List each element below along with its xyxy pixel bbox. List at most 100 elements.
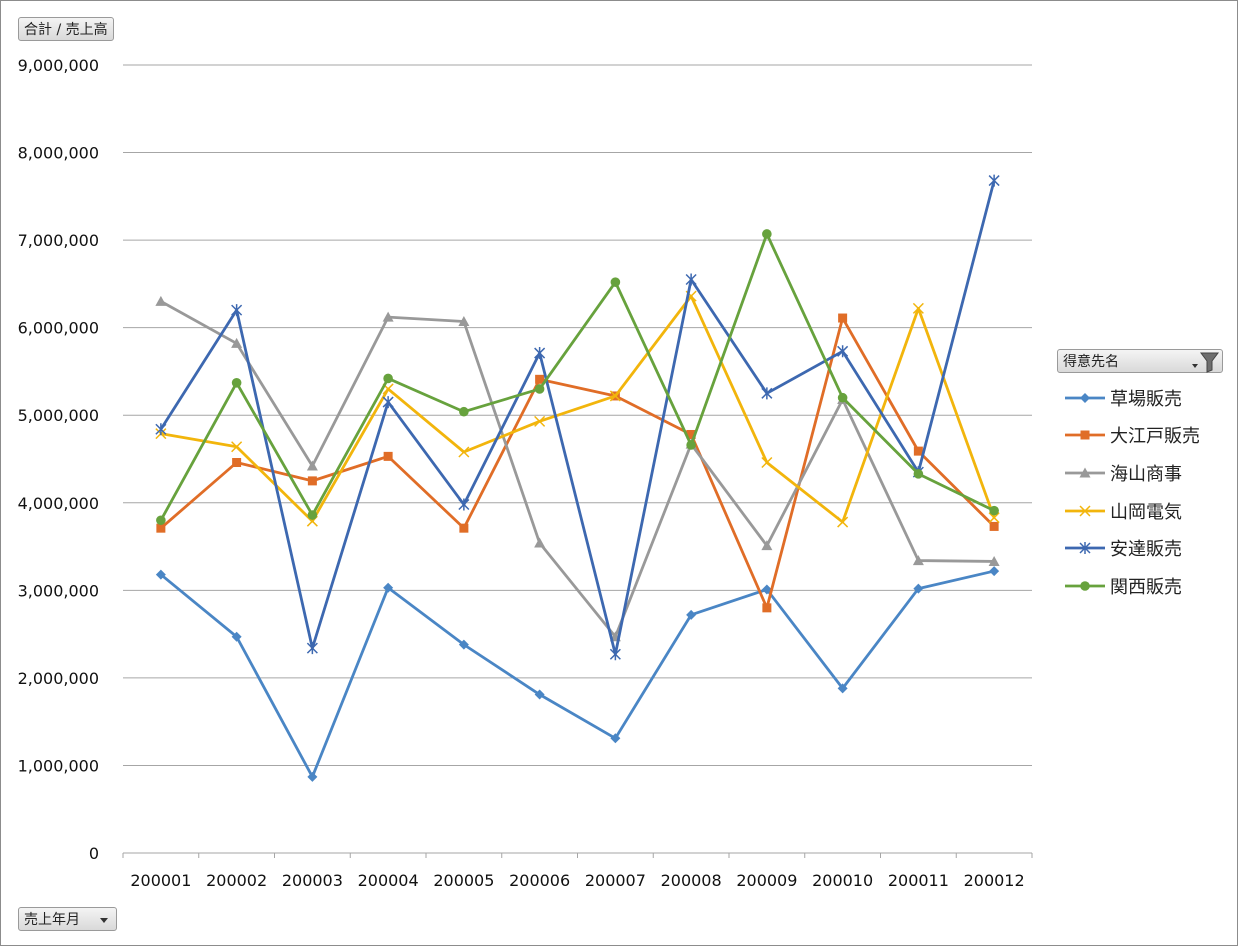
data-point bbox=[231, 441, 243, 453]
series-line bbox=[159, 232, 995, 521]
data-point bbox=[156, 523, 166, 533]
data-point bbox=[913, 469, 924, 479]
data-point bbox=[458, 639, 469, 650]
x-tick-label: 200007 bbox=[585, 871, 646, 890]
axis-field-button[interactable]: 売上年月 bbox=[18, 907, 117, 931]
data-point bbox=[989, 505, 999, 516]
y-tick-label: 7,000,000 bbox=[18, 231, 99, 250]
data-point bbox=[535, 374, 545, 384]
y-tick-label: 0 bbox=[89, 844, 99, 863]
legend-marker-shape bbox=[1080, 392, 1090, 403]
axis-field-label: 売上年月 bbox=[24, 912, 80, 928]
data-point bbox=[382, 311, 394, 322]
y-tick-label: 4,000,000 bbox=[18, 494, 99, 513]
legend-field-button[interactable]: 得意先名 bbox=[1057, 349, 1223, 373]
data-point bbox=[989, 521, 999, 531]
data-point bbox=[837, 683, 848, 694]
data-point bbox=[458, 498, 470, 511]
data-point bbox=[762, 229, 772, 239]
legend-marker bbox=[1065, 580, 1105, 591]
legend-marker-shape bbox=[1080, 430, 1090, 440]
x-tick-label: 200004 bbox=[358, 871, 419, 890]
data-point bbox=[912, 302, 924, 314]
legend-marker-shape bbox=[1079, 542, 1091, 555]
legend-label: 大江戸販売 bbox=[1110, 426, 1200, 448]
data-point bbox=[307, 510, 318, 520]
data-point bbox=[534, 415, 546, 427]
data-point bbox=[459, 406, 469, 417]
data-point bbox=[534, 384, 545, 394]
legend-item: 山岡電気 bbox=[1064, 492, 1200, 530]
legend-label: 安達販売 bbox=[1110, 539, 1182, 561]
data-point bbox=[837, 345, 849, 358]
data-point bbox=[383, 451, 393, 461]
data-point bbox=[838, 313, 848, 323]
legend-item: 関西販売 bbox=[1064, 567, 1200, 605]
dropdown-arrow-icon bbox=[100, 918, 108, 923]
series-line bbox=[159, 316, 996, 610]
data-point bbox=[458, 446, 470, 458]
data-point bbox=[988, 512, 1000, 524]
data-point bbox=[989, 566, 1000, 577]
chart-legend: 草場販売大江戸販売海山商事山岡電気安達販売関西販売 bbox=[1064, 379, 1200, 605]
y-tick-label: 3,000,000 bbox=[18, 581, 99, 600]
data-point bbox=[610, 277, 621, 287]
data-point bbox=[761, 540, 773, 551]
series-5 bbox=[155, 174, 1000, 661]
legend-marker bbox=[1065, 542, 1105, 555]
data-point bbox=[913, 583, 924, 594]
filter-dropdown-icon[interactable] bbox=[1192, 351, 1220, 373]
legend-field-label: 得意先名 bbox=[1063, 354, 1119, 370]
x-tick-label: 200012 bbox=[964, 871, 1025, 890]
series-line bbox=[160, 294, 996, 524]
legend-label: 海山商事 bbox=[1110, 463, 1182, 485]
data-point bbox=[458, 316, 470, 327]
data-point bbox=[761, 387, 773, 400]
x-tick-label: 200003 bbox=[282, 871, 343, 890]
x-tick-label: 200011 bbox=[888, 871, 949, 890]
legend-marker bbox=[1065, 430, 1105, 440]
x-tick-label: 200005 bbox=[433, 871, 494, 890]
y-tick-label: 9,000,000 bbox=[18, 56, 99, 75]
data-point bbox=[609, 390, 621, 402]
value-field-button[interactable]: 合計 / 売上高 bbox=[18, 17, 114, 41]
x-tick-label: 200008 bbox=[661, 871, 722, 890]
data-point bbox=[610, 733, 621, 744]
data-point bbox=[231, 378, 242, 388]
data-point bbox=[534, 689, 545, 700]
legend-marker bbox=[1065, 392, 1105, 403]
y-tick-label: 1,000,000 bbox=[18, 756, 99, 775]
data-point bbox=[307, 771, 318, 782]
y-tick-label: 2,000,000 bbox=[18, 669, 99, 688]
legend-item: 海山商事 bbox=[1064, 454, 1200, 492]
x-tick-label: 200010 bbox=[812, 871, 873, 890]
series-6 bbox=[156, 229, 999, 526]
data-point bbox=[686, 609, 697, 620]
data-point bbox=[231, 304, 243, 317]
data-point bbox=[231, 631, 242, 642]
legend-label: 関西販売 bbox=[1110, 576, 1182, 598]
data-point bbox=[534, 347, 546, 360]
legend-item: 安達販売 bbox=[1064, 529, 1200, 567]
series-3 bbox=[155, 295, 1000, 642]
data-point bbox=[988, 174, 1000, 187]
y-tick-label: 8,000,000 bbox=[18, 144, 99, 163]
data-point bbox=[988, 555, 1000, 566]
data-point bbox=[306, 642, 318, 655]
value-field-label: 合計 / 売上高 bbox=[24, 22, 108, 38]
x-tick-label: 200009 bbox=[736, 871, 797, 890]
series-line bbox=[160, 300, 995, 639]
legend-item: 大江戸販売 bbox=[1064, 417, 1200, 455]
y-tick-label: 6,000,000 bbox=[18, 319, 99, 338]
data-point bbox=[459, 523, 469, 533]
legend-label: 草場販売 bbox=[1110, 388, 1182, 410]
data-point bbox=[231, 337, 243, 348]
data-point bbox=[382, 396, 394, 409]
data-point bbox=[307, 476, 317, 486]
data-point bbox=[383, 582, 394, 593]
data-point bbox=[685, 273, 697, 286]
data-point bbox=[609, 648, 621, 661]
x-tick-label: 200002 bbox=[206, 871, 267, 890]
